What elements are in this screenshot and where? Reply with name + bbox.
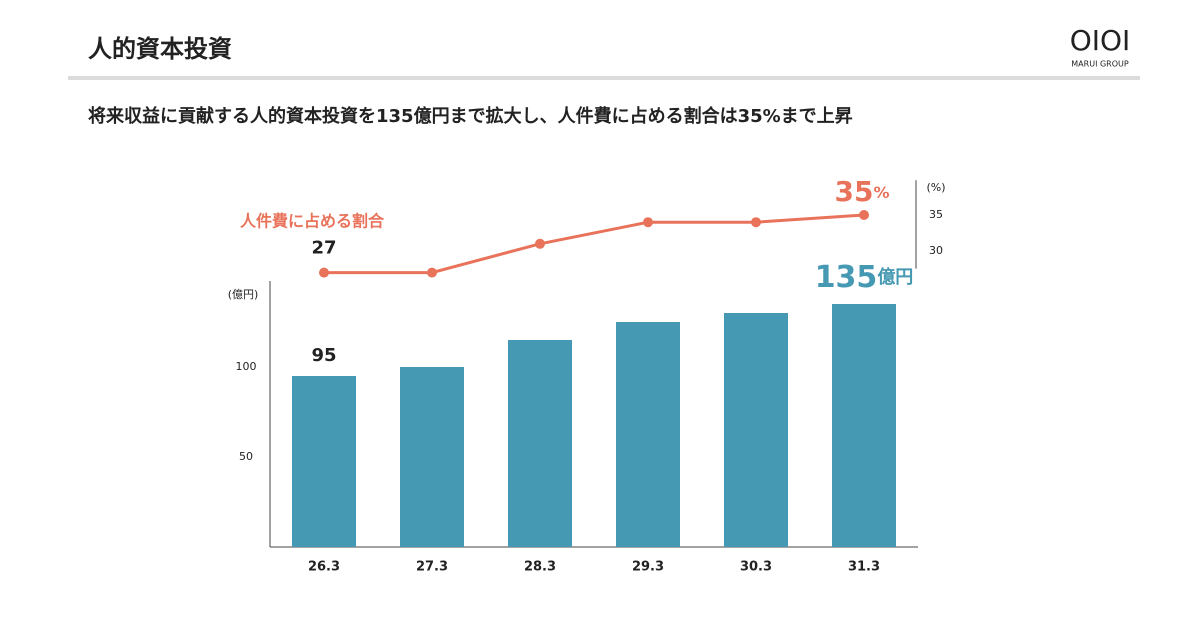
line <box>324 213 865 275</box>
x-tick-label: 29.3 <box>632 560 664 575</box>
line-point <box>535 238 545 249</box>
y2-unit: (%) <box>926 181 945 194</box>
data-label-number: 95 <box>311 345 336 366</box>
data-label: 95 <box>311 345 336 366</box>
x-tick-label: 31.3 <box>848 560 880 575</box>
y-tick-label: 100 <box>236 360 257 373</box>
line-point <box>319 267 329 278</box>
x-tick-label: 26.3 <box>308 560 340 575</box>
logo: OIOI <box>1070 24 1131 57</box>
line-point <box>643 217 653 228</box>
line-legend: 人件費に占める割合 <box>240 212 385 231</box>
data-label-unit: % <box>873 183 889 202</box>
data-label: 135億円 <box>815 260 914 295</box>
x-tick-label: 27.3 <box>416 560 448 575</box>
line-point <box>427 267 437 278</box>
bar <box>400 367 464 547</box>
data-label-number: 35 <box>835 175 874 208</box>
y2-tick-label: 35 <box>929 208 943 221</box>
line-point <box>859 210 869 220</box>
logo-sub: MARUI GROUP <box>1071 60 1129 69</box>
y-unit: (億円) <box>228 288 259 301</box>
bar <box>724 313 788 547</box>
y-tick-label: 50 <box>239 450 253 463</box>
data-label: 35% <box>835 175 890 208</box>
data-label-unit: 億円 <box>877 266 913 288</box>
x-tick-label: 30.3 <box>740 560 772 575</box>
y2-tick-label: 30 <box>929 244 943 257</box>
x-tick-label: 28.3 <box>524 560 556 575</box>
data-label: 27 <box>311 238 336 259</box>
data-label-number: 27 <box>311 238 336 259</box>
bar <box>508 340 572 547</box>
data-label-number: 135 <box>815 260 878 295</box>
bar <box>616 322 680 547</box>
page-title: 人的資本投資 <box>88 35 232 63</box>
bar <box>292 376 356 547</box>
bar <box>832 304 896 547</box>
header-rule <box>68 76 1140 80</box>
line-point <box>751 217 761 228</box>
headline: 将来収益に貢献する人的資本投資を135億円まで拡大し、人件費に占める割合は35%… <box>88 105 853 127</box>
